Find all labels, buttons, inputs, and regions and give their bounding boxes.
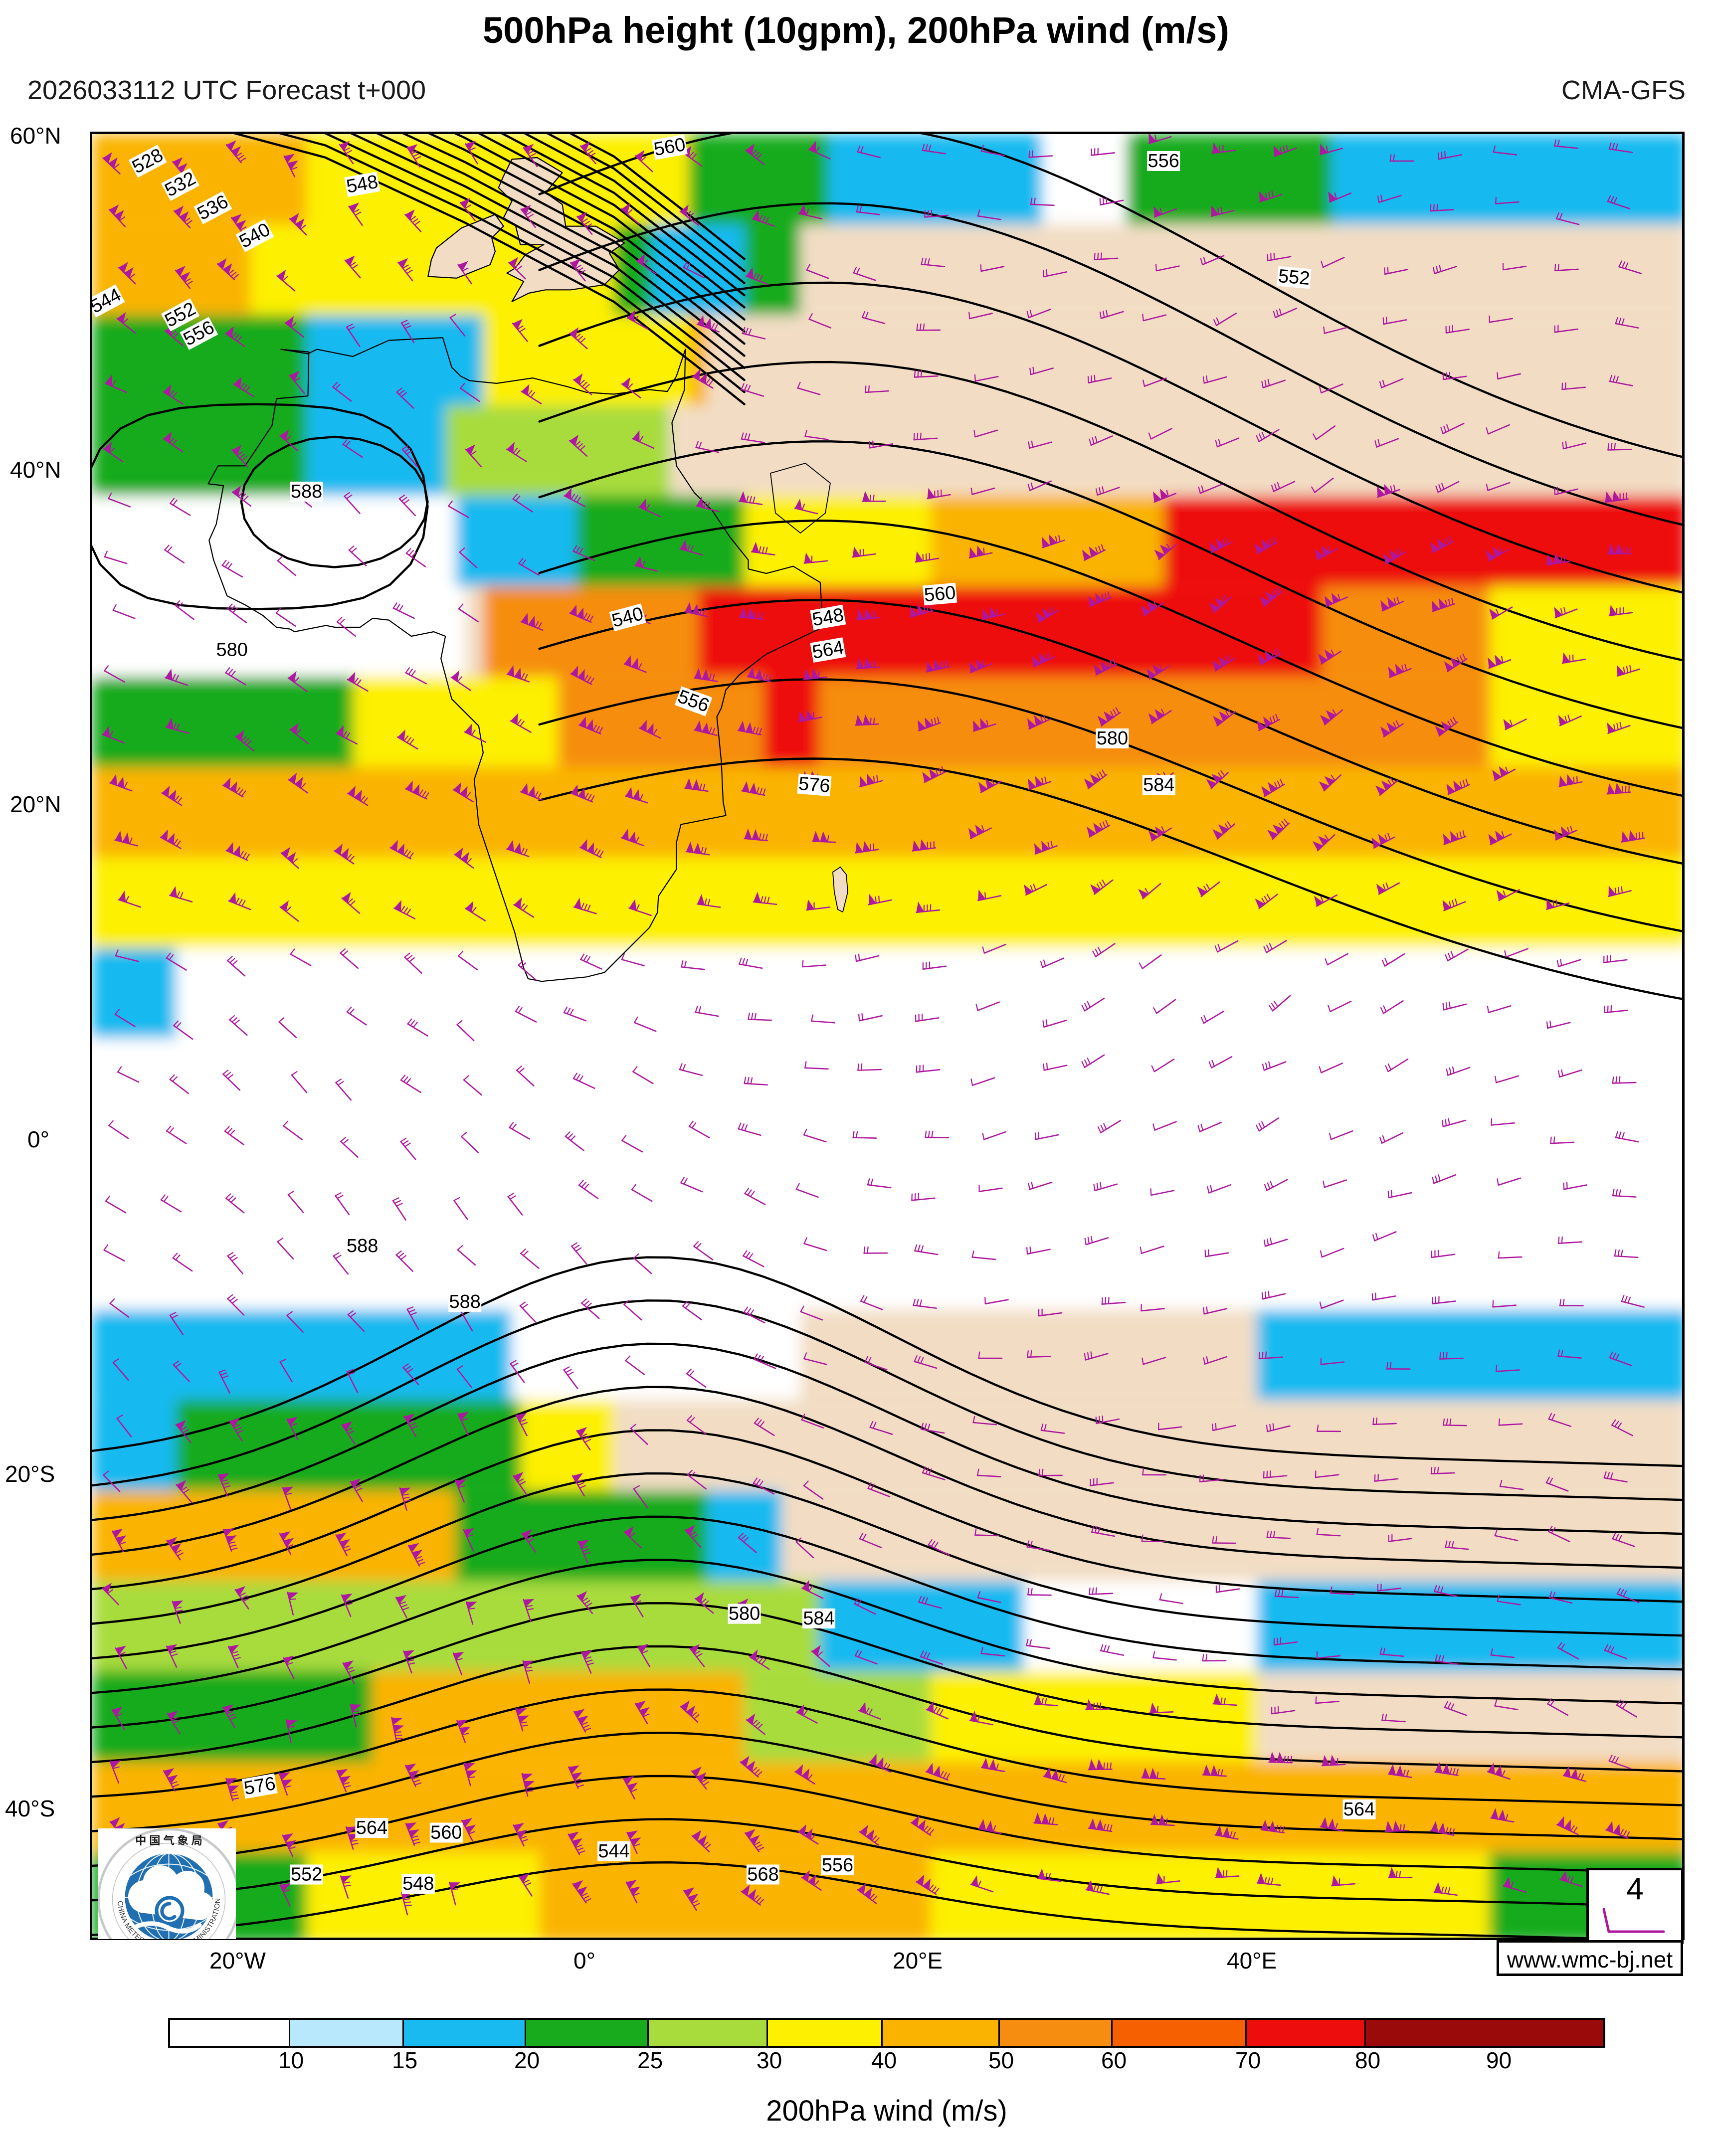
svg-text:580: 580 xyxy=(1097,728,1128,749)
svg-text:532: 532 xyxy=(162,168,199,201)
svg-text:560: 560 xyxy=(923,582,956,606)
svg-text:588: 588 xyxy=(347,1236,378,1257)
svg-text:552: 552 xyxy=(291,1864,322,1885)
svg-text:580: 580 xyxy=(729,1604,760,1624)
svg-text:584: 584 xyxy=(803,1608,834,1629)
svg-text:576: 576 xyxy=(797,773,831,797)
svg-text:528: 528 xyxy=(129,145,167,178)
svg-text:576: 576 xyxy=(242,1773,277,1799)
svg-text:544: 544 xyxy=(92,284,125,318)
svg-text:544: 544 xyxy=(598,1841,629,1862)
svg-text:588: 588 xyxy=(449,1291,480,1312)
svg-text:580: 580 xyxy=(216,640,247,661)
svg-text:540: 540 xyxy=(610,603,646,632)
svg-text:560: 560 xyxy=(430,1822,462,1843)
svg-text:548: 548 xyxy=(345,172,380,197)
svg-text:548: 548 xyxy=(402,1873,434,1894)
svg-text:中 国 气 象 局: 中 国 气 象 局 xyxy=(135,1834,202,1847)
svg-text:560: 560 xyxy=(652,134,687,160)
svg-text:564: 564 xyxy=(810,637,845,663)
svg-text:552: 552 xyxy=(1277,266,1311,289)
svg-text:556: 556 xyxy=(675,686,712,717)
svg-text:584: 584 xyxy=(1143,774,1174,795)
svg-text:556: 556 xyxy=(1147,151,1179,172)
svg-text:536: 536 xyxy=(194,191,232,224)
svg-text:564: 564 xyxy=(356,1817,387,1838)
svg-text:568: 568 xyxy=(747,1864,778,1885)
svg-text:548: 548 xyxy=(810,604,845,630)
svg-text:564: 564 xyxy=(1343,1799,1375,1820)
svg-text:556: 556 xyxy=(822,1855,853,1876)
svg-text:588: 588 xyxy=(291,481,322,502)
